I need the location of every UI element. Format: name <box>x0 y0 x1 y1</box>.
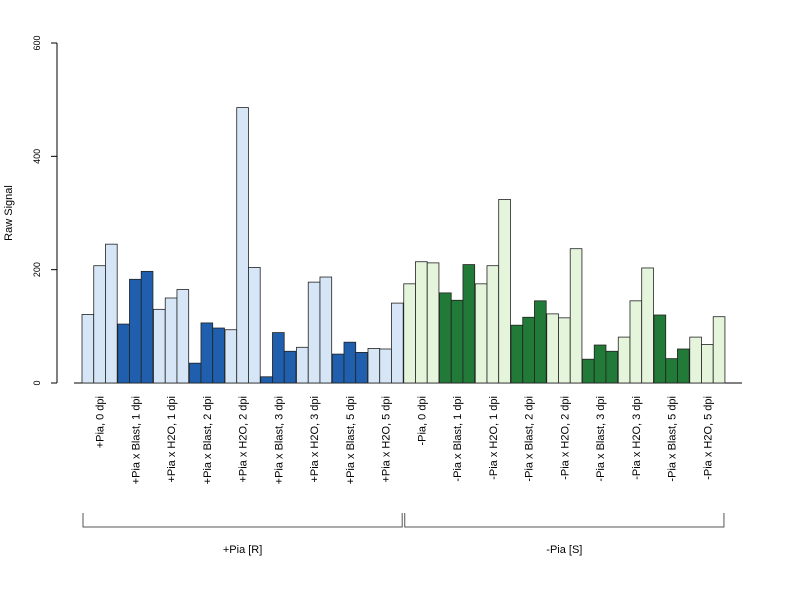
bar <box>689 336 702 384</box>
bar <box>343 341 357 384</box>
category-label: -Pia x Blast, 1 dpi <box>452 396 464 482</box>
bar <box>117 323 130 384</box>
bar <box>462 264 476 384</box>
bar <box>248 266 261 384</box>
y-tick-label: 200 <box>32 262 42 277</box>
bar <box>474 283 488 384</box>
bar <box>415 261 428 384</box>
bar <box>283 350 297 384</box>
group-label: -Pia [S] <box>546 544 582 556</box>
category-labels: +Pia, 0 dpi +Pia x Blast, 1 dpi +Pia x H2O… <box>95 396 715 484</box>
category-label: +Pia x H2O, 2 dpi <box>238 396 250 483</box>
y-tick-label: 0 <box>32 380 42 385</box>
bar <box>188 362 202 384</box>
bar <box>212 327 225 384</box>
bar <box>331 353 345 384</box>
bar <box>105 243 118 384</box>
bar <box>439 292 452 384</box>
category-label: -Pia x H2O, 2 dpi <box>559 396 571 480</box>
bar <box>260 376 273 384</box>
category-label: +Pia x Blast, 3 dpi <box>273 396 285 484</box>
bar <box>367 348 381 384</box>
bar <box>379 348 392 384</box>
category-label: +Pia x H2O, 1 dpi <box>166 396 178 483</box>
bar <box>712 316 726 384</box>
bar <box>319 276 333 384</box>
bar <box>486 265 500 384</box>
bar <box>569 248 583 384</box>
bar <box>641 267 654 384</box>
bar <box>629 300 643 384</box>
bar <box>164 297 178 384</box>
bar <box>153 308 166 384</box>
bar <box>534 300 547 384</box>
bar <box>498 198 511 384</box>
bar <box>605 350 619 384</box>
bar <box>665 358 678 384</box>
y-tick-label: 400 <box>32 149 42 164</box>
y-axis-title: Raw Signal <box>3 185 15 241</box>
bar <box>272 332 285 384</box>
bars-layer <box>81 107 726 384</box>
category-label: +Pia, 0 dpi <box>95 396 107 448</box>
bar <box>617 336 631 384</box>
bar <box>296 346 309 384</box>
group-label: +Pia [R] <box>223 544 262 556</box>
category-label: -Pia, 0 dpi <box>416 396 428 446</box>
bar <box>176 289 190 384</box>
bar <box>450 299 464 384</box>
category-label: -Pia x Blast, 2 dpi <box>524 396 536 482</box>
bar <box>355 351 368 384</box>
category-label: +Pia x Blast, 5 dpi <box>345 396 357 484</box>
y-axis: 0 200 400 600 <box>32 35 58 386</box>
group-bracket <box>82 513 403 528</box>
bar <box>200 322 214 384</box>
category-label: +Pia x Blast, 2 dpi <box>202 396 214 484</box>
bar <box>93 265 106 384</box>
bar <box>701 344 714 384</box>
bar <box>593 344 607 384</box>
bar <box>546 313 559 384</box>
bar <box>653 314 667 384</box>
group-bracket <box>404 513 725 528</box>
category-label: -Pia x H2O, 5 dpi <box>702 396 714 480</box>
bar <box>403 283 416 384</box>
bar <box>81 314 95 384</box>
category-label: -Pia x H2O, 1 dpi <box>488 396 500 480</box>
bar <box>391 302 404 384</box>
bar <box>426 262 440 384</box>
category-label: -Pia x H2O, 3 dpi <box>631 396 643 480</box>
bar <box>236 107 249 384</box>
category-label: -Pia x Blast, 5 dpi <box>667 396 679 482</box>
bar <box>129 278 142 384</box>
y-tick-label: 600 <box>32 35 42 50</box>
category-label: +Pia x Blast, 1 dpi <box>130 396 142 484</box>
bar <box>307 281 321 384</box>
bar <box>510 324 524 384</box>
bar <box>558 317 571 384</box>
category-label: +Pia x H2O, 5 dpi <box>381 396 393 483</box>
bar <box>522 316 535 384</box>
group-brackets: +Pia [R] -Pia [S] <box>82 513 725 556</box>
category-label: -Pia x Blast, 3 dpi <box>595 396 607 482</box>
category-label: +Pia x H2O, 3 dpi <box>309 396 321 483</box>
bar <box>140 270 154 384</box>
bar <box>224 329 238 384</box>
bar <box>582 358 595 384</box>
bar <box>677 348 690 384</box>
